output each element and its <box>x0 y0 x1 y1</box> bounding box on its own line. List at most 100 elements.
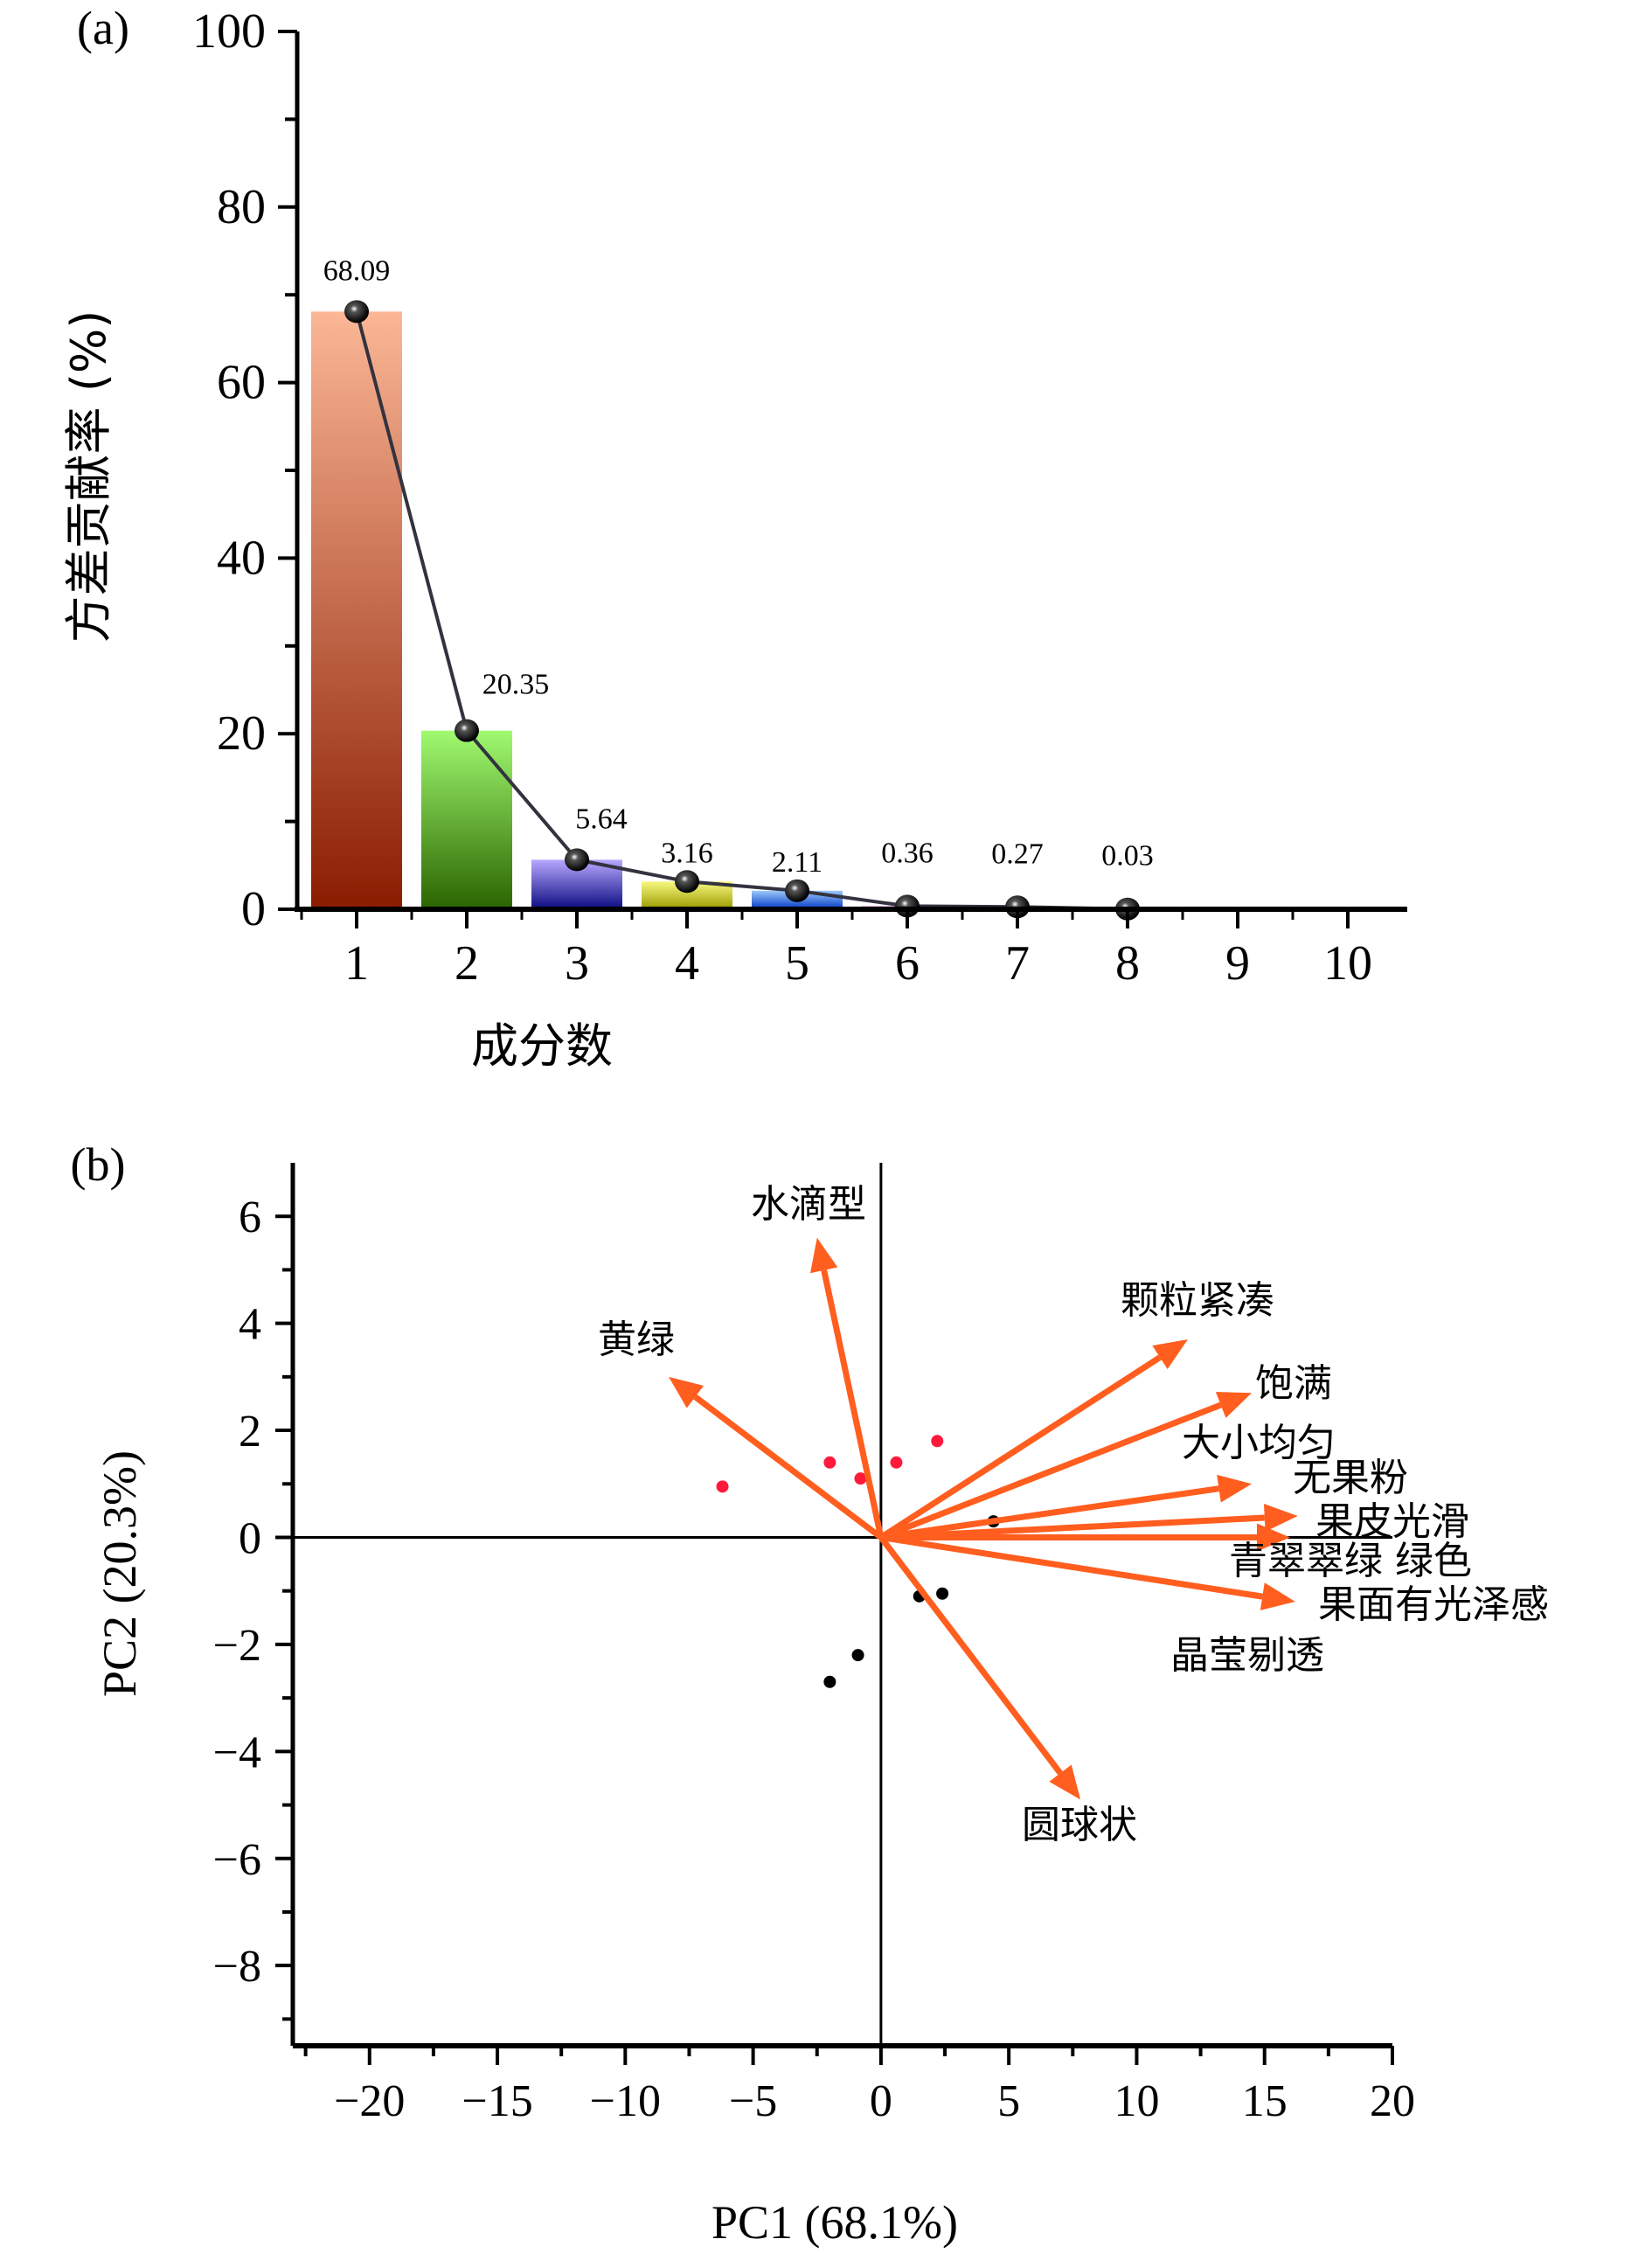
free-label: 大小均匀 <box>1182 1421 1336 1465</box>
markers <box>344 300 1140 921</box>
data-label: 68.09 <box>323 254 391 287</box>
score-point-black <box>823 1675 836 1688</box>
data-label: 0.36 <box>881 837 934 869</box>
y-tick-label: −2 <box>213 1621 261 1671</box>
x-tick-label: 1 <box>344 936 369 991</box>
bars <box>311 311 1173 910</box>
score-point-red <box>890 1456 903 1469</box>
data-labels: 68.09 20.35 5.64 3.16 2.11 0.36 0.27 0.03 <box>323 254 1154 878</box>
y-tick-label: 60 <box>217 356 266 410</box>
loading-arrow-shaft <box>878 1535 1063 1776</box>
x-tick-label: 8 <box>1115 936 1140 991</box>
y-tick-label: −8 <box>213 1942 261 1992</box>
x-tick-labels: −20 −15 −10 −5 0 5 10 15 20 <box>334 2076 1415 2126</box>
x-tick-label: 10 <box>1323 936 1372 991</box>
y-tick-label: 0 <box>239 1513 261 1563</box>
x-tick-label: 5 <box>997 2076 1020 2126</box>
free-label: 青翠翠绿 绿色 <box>1229 1539 1472 1583</box>
arrow-label: 无果粉 <box>1293 1456 1408 1500</box>
x-tick-label: 3 <box>565 936 589 991</box>
loading-arrow-shaft <box>821 1269 885 1539</box>
x-tick-label: 5 <box>785 936 809 991</box>
score-point-red <box>931 1435 944 1448</box>
loading-arrows <box>669 1237 1298 1800</box>
score-point-red <box>854 1472 867 1485</box>
x-tick-label: −15 <box>462 2076 532 2126</box>
score-point-red <box>716 1480 729 1493</box>
loading-arrow-shaft <box>880 1485 1219 1540</box>
axes <box>278 30 1407 928</box>
marker <box>785 879 809 902</box>
loading-arrow-head <box>1260 1582 1295 1610</box>
score-points <box>716 1435 1000 1688</box>
y-tick-label: 40 <box>217 531 266 585</box>
x-tick-label: 20 <box>1370 2076 1415 2126</box>
y-axis-title: 方差贡献率 (%) <box>61 310 116 643</box>
data-label: 2.11 <box>772 846 823 879</box>
y-tick-label: −6 <box>213 1835 261 1885</box>
loading-arrow-head <box>1152 1339 1188 1370</box>
free-label: 晶莹剔透 <box>1170 1633 1324 1678</box>
loading-arrow-shaft <box>878 1354 1162 1540</box>
marker <box>344 300 369 323</box>
x-tick-label: 4 <box>675 936 699 991</box>
y-tick-label: 2 <box>239 1407 261 1457</box>
y-tick-label: 0 <box>241 882 266 936</box>
loading-arrow-head <box>1263 1503 1298 1532</box>
x-axis-title: PC1 (68.1%) <box>711 2196 958 2249</box>
score-point-red <box>823 1456 836 1469</box>
x-tick-labels: 1 2 3 4 5 6 7 8 9 10 <box>344 936 1372 991</box>
arrow-label: 果皮光滑 <box>1315 1499 1469 1544</box>
y-tick-label: 80 <box>217 180 266 234</box>
loading-arrow-head <box>1215 1392 1253 1418</box>
x-tick-label: −20 <box>334 2076 405 2126</box>
x-tick-label: 10 <box>1114 2076 1159 2126</box>
panel-b-label: (b) <box>71 1138 126 1191</box>
score-point-black <box>851 1649 864 1662</box>
arrow-label: 水滴型 <box>751 1182 866 1227</box>
x-tick-label: 15 <box>1242 2076 1288 2126</box>
x-tick-label: −10 <box>590 2076 661 2126</box>
score-point-black <box>936 1587 949 1600</box>
marker <box>675 870 699 894</box>
marker <box>455 719 479 742</box>
panel-a-bar-chart: (a) 68.09 20.35 5.64 3.16 2.11 0.36 0.27 0.03 0… <box>61 2 1407 1074</box>
arrow-label: 颗粒紧凑 <box>1121 1278 1274 1323</box>
arrow-label: 圆球状 <box>1022 1803 1137 1847</box>
loading-arrow-head <box>1256 1523 1290 1552</box>
data-label: 0.03 <box>1101 840 1154 873</box>
y-tick-label: 20 <box>217 706 266 761</box>
y-axis-title: PC2 (20.3%) <box>94 1450 146 1697</box>
x-axis-title: 成分数 <box>471 1019 613 1074</box>
y-tick-label: 6 <box>239 1193 261 1242</box>
x-tick-label: 6 <box>895 936 920 991</box>
arrow-label: 果面有光泽感 <box>1318 1582 1549 1627</box>
panel-a-label: (a) <box>77 2 129 54</box>
x-tick-label: 0 <box>870 2076 892 2126</box>
loading-arrow-head <box>669 1376 705 1408</box>
data-label: 20.35 <box>482 669 550 701</box>
arrow-label: 饱满 <box>1255 1361 1332 1406</box>
loading-arrow-head <box>1217 1474 1253 1503</box>
arrow-label: 黄绿 <box>598 1318 675 1362</box>
loading-arrow-shaft <box>880 1514 1265 1540</box>
data-label: 5.64 <box>575 803 628 835</box>
loading-arrow-head <box>1049 1764 1081 1800</box>
y-tick-labels: 0 20 40 60 80 100 <box>192 4 266 936</box>
loading-arrow-shaft <box>879 1401 1222 1540</box>
loading-arrow-shaft <box>880 1534 1263 1600</box>
bar <box>421 730 512 909</box>
y-tick-label: −4 <box>213 1728 261 1777</box>
x-tick-label: 9 <box>1225 936 1250 991</box>
y-tick-label: 100 <box>192 4 266 59</box>
y-tick-labels: −8 −6 −4 −2 0 2 4 6 <box>213 1193 261 1992</box>
data-label: 3.16 <box>661 837 713 869</box>
data-label: 0.27 <box>991 838 1044 870</box>
loading-arrow-shaft <box>693 1394 883 1540</box>
x-tick-label: 7 <box>1005 936 1030 991</box>
x-tick-label: −5 <box>729 2076 777 2126</box>
y-tick-label: 4 <box>239 1300 261 1350</box>
